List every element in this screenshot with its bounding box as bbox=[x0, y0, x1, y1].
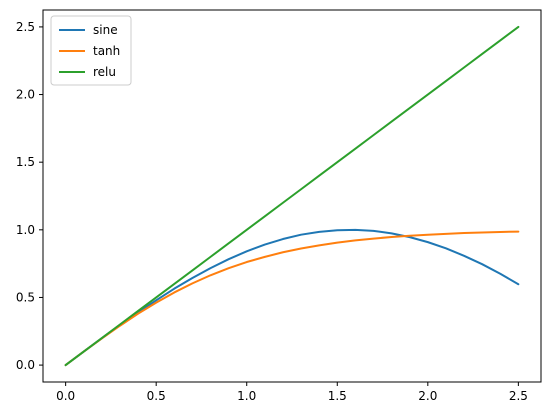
series-line-sine bbox=[64, 228, 520, 367]
x-tick-label: 1.5 bbox=[328, 389, 347, 403]
legend-box bbox=[50, 15, 132, 86]
legend-label-sine: sine bbox=[93, 23, 118, 37]
series-layer bbox=[64, 25, 520, 367]
legend: sine tanh relu bbox=[50, 15, 132, 86]
x-tick-label: 0.0 bbox=[56, 389, 75, 403]
x-tick-label: 0.5 bbox=[147, 389, 166, 403]
legend-label-relu: relu bbox=[93, 65, 116, 79]
plot-frame bbox=[42, 9, 542, 383]
y-tick-label: 1.0 bbox=[16, 223, 35, 237]
series-line-relu bbox=[64, 25, 520, 367]
y-tick-label: 2.0 bbox=[16, 88, 35, 102]
y-tick-label: 0.5 bbox=[16, 290, 35, 304]
y-tick-label: 0.0 bbox=[16, 358, 35, 372]
y-axis: 0.0 0.5 1.0 1.5 2.0 2.5 bbox=[16, 20, 43, 372]
x-axis: 0.0 0.5 1.0 1.5 2.0 2.5 bbox=[56, 382, 528, 403]
y-tick-label: 2.5 bbox=[16, 20, 35, 34]
x-tick-label: 2.0 bbox=[418, 389, 437, 403]
x-tick-label: 2.5 bbox=[509, 389, 528, 403]
y-tick-label: 1.5 bbox=[16, 155, 35, 169]
legend-label-tanh: tanh bbox=[93, 44, 120, 58]
x-tick-label: 1.0 bbox=[237, 389, 256, 403]
series-line-tanh bbox=[64, 230, 520, 367]
